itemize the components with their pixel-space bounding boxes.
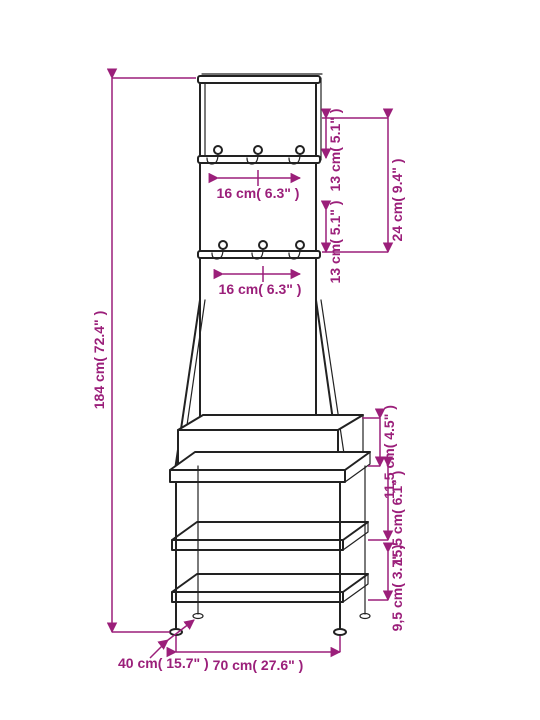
dimension-diagram: 184 cm( 72.4" ) 70 cm( 27.6" ) 40 cm( 15… — [0, 0, 540, 720]
dim-upper-right-gap: 24 cm( 9.4" ) — [389, 159, 405, 242]
dim-bottom-shelf-gap: 9,5 cm( 3.7" ) — [389, 545, 405, 632]
dim-width: 70 cm( 27.6" ) — [213, 657, 304, 673]
dim-depth: 40 cm( 15.7" ) — [118, 655, 209, 671]
dim-hook-row-top: 13 cm( 5.1" ) — [327, 109, 343, 192]
dim-hook-row-bottom: 13 cm( 5.1" ) — [327, 201, 343, 284]
dim-hook-h-bottom: 16 cm( 6.3" ) — [219, 281, 302, 297]
dim-total-height: 184 cm( 72.4" ) — [91, 311, 107, 409]
dim-hook-h-top: 16 cm( 6.3" ) — [217, 185, 300, 201]
